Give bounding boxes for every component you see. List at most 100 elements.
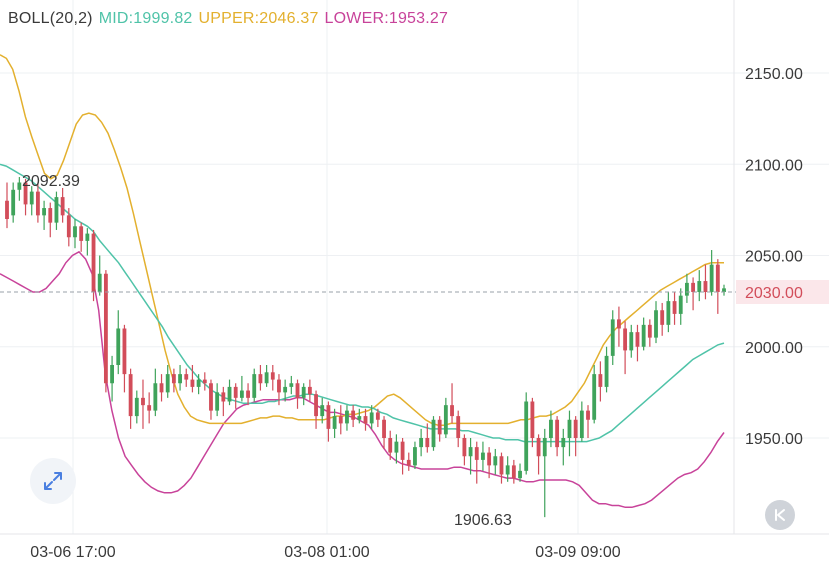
candle-body bbox=[474, 447, 479, 460]
candle-body bbox=[116, 328, 121, 365]
candle bbox=[178, 365, 182, 391]
candle-body bbox=[264, 372, 269, 384]
candle-body bbox=[524, 401, 529, 471]
candle-body bbox=[171, 374, 176, 384]
candle-body bbox=[450, 405, 454, 417]
candle bbox=[227, 379, 232, 406]
candle bbox=[29, 186, 34, 216]
candle bbox=[654, 301, 658, 344]
candle-body bbox=[35, 191, 40, 216]
candle-body bbox=[678, 295, 683, 314]
candle bbox=[326, 401, 331, 442]
candle-body bbox=[406, 459, 411, 466]
candle-body bbox=[518, 470, 522, 479]
candle bbox=[314, 390, 318, 429]
candle-body bbox=[147, 405, 152, 411]
candle bbox=[17, 177, 22, 201]
candle bbox=[623, 321, 628, 375]
candle bbox=[79, 222, 84, 252]
candle-body bbox=[66, 215, 71, 238]
candle bbox=[134, 390, 139, 424]
candle bbox=[617, 306, 621, 347]
candle bbox=[388, 430, 393, 460]
candle-body bbox=[351, 410, 356, 420]
candle bbox=[221, 386, 226, 417]
jump-to-latest-icon bbox=[775, 509, 785, 521]
candle-body bbox=[394, 441, 399, 453]
candle bbox=[338, 405, 343, 435]
y-tick-label: 2050.00 bbox=[745, 249, 803, 266]
x-tick-label: 03-06 17:00 bbox=[30, 544, 116, 561]
candle bbox=[431, 416, 436, 451]
candle-body bbox=[666, 301, 671, 325]
candle-body bbox=[623, 328, 628, 351]
upper-series-path bbox=[0, 54, 724, 426]
candle-body bbox=[326, 405, 331, 429]
candle bbox=[598, 361, 603, 402]
candle bbox=[425, 423, 430, 453]
mid-band-line bbox=[0, 163, 725, 443]
candle-body bbox=[691, 282, 696, 292]
candle bbox=[530, 397, 535, 448]
candle bbox=[684, 273, 689, 303]
y-tick-label: 2150.00 bbox=[745, 66, 803, 83]
candle-body bbox=[456, 416, 461, 438]
candle-body bbox=[128, 374, 133, 417]
candle-body bbox=[17, 182, 22, 190]
candle-body bbox=[647, 324, 652, 338]
candle-body bbox=[715, 264, 720, 292]
jump-to-latest-button[interactable] bbox=[765, 500, 795, 530]
candle bbox=[561, 428, 566, 466]
candle bbox=[678, 288, 683, 325]
candle bbox=[73, 219, 77, 249]
candle bbox=[264, 365, 269, 387]
expand-button[interactable] bbox=[30, 458, 76, 504]
candle bbox=[406, 452, 411, 471]
candle bbox=[555, 416, 560, 457]
candle-body bbox=[209, 383, 213, 411]
candle bbox=[481, 441, 485, 471]
candle bbox=[258, 365, 263, 391]
candle-body bbox=[555, 419, 560, 448]
candle bbox=[369, 405, 374, 429]
lower-series-path bbox=[0, 250, 725, 509]
candle-body bbox=[42, 208, 47, 216]
candle bbox=[542, 428, 547, 518]
candle-body bbox=[246, 390, 250, 398]
candle-body bbox=[709, 264, 714, 292]
candle bbox=[586, 405, 590, 438]
candle bbox=[524, 392, 529, 475]
candle-body bbox=[660, 310, 665, 325]
candle bbox=[666, 292, 671, 333]
candle-body bbox=[431, 419, 436, 448]
candle-body bbox=[499, 456, 504, 475]
candle-body bbox=[375, 412, 380, 420]
candle bbox=[536, 434, 541, 475]
candle-body bbox=[672, 301, 677, 314]
candle bbox=[110, 355, 114, 402]
y-axis: 2150.00 2100.00 2050.00 2000.00 1950.00 bbox=[745, 66, 803, 448]
candle-body bbox=[307, 386, 312, 395]
candle-body bbox=[314, 394, 318, 417]
candle bbox=[66, 208, 71, 247]
candle bbox=[629, 324, 634, 358]
candle-body bbox=[437, 419, 442, 435]
candle bbox=[184, 368, 189, 387]
candle bbox=[400, 438, 405, 475]
expand-arrows-icon bbox=[44, 472, 62, 490]
candle-body bbox=[413, 447, 417, 466]
candle bbox=[116, 310, 121, 375]
x-tick-label: 03-09 09:00 bbox=[535, 544, 621, 561]
candle-body bbox=[530, 401, 535, 438]
candle-body bbox=[233, 386, 238, 398]
candle-body bbox=[592, 374, 597, 420]
x-tick-label: 03-08 01:00 bbox=[284, 544, 370, 561]
candle bbox=[147, 392, 152, 424]
candle bbox=[450, 383, 454, 424]
candle bbox=[215, 383, 220, 417]
candle-body bbox=[579, 410, 584, 438]
candle bbox=[23, 178, 28, 216]
grid-lines bbox=[0, 0, 829, 535]
indicator-legend: BOLL(20,2) MID:1999.82 UPPER:2046.37 LOWER:… bbox=[8, 10, 454, 28]
